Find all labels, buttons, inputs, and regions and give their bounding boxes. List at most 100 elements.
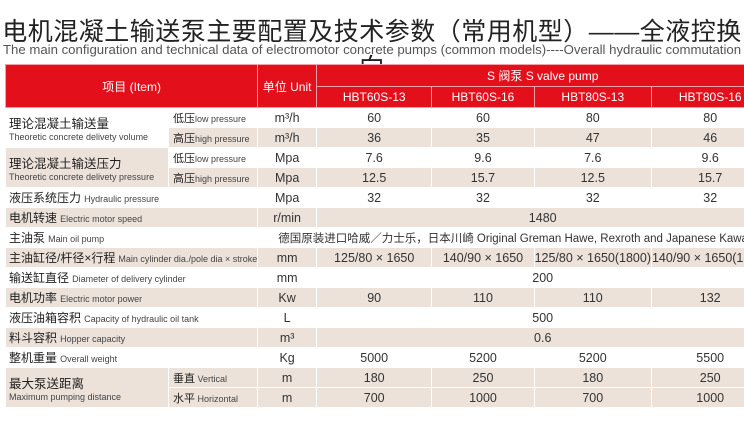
row-value: 180 <box>315 367 433 388</box>
sub-label-en: low pressure <box>195 113 247 124</box>
group-label-cn: 最大泵送距离 <box>9 377 85 391</box>
sub-label-cn: 高压 <box>173 132 196 145</box>
group-label-cn: 理论混凝土输送压力 <box>9 157 122 171</box>
row-label-cn: 液压系统压力 <box>9 191 82 205</box>
table-row: 高压high pressure Mpa 12.5 15.7 12.5 15.7 <box>6 167 744 188</box>
row-value: 9.6 <box>431 147 535 168</box>
row-value: 140/90 × 1650 <box>431 247 535 268</box>
row-value: 15.7 <box>431 167 535 188</box>
row-label-en: Capacity of hydraulic oil tank <box>84 314 199 324</box>
row-value: 110 <box>533 287 652 308</box>
row-label-en: Electric motor power <box>60 294 143 304</box>
table-row: 输送缸直径 Diameter of delivery cylinder mm 200 <box>4 267 744 288</box>
row-unit: L <box>257 307 317 328</box>
table-row: 高压high pressure m³/h 36 35 47 46 <box>6 127 744 148</box>
sub-label-cn: 高压 <box>173 172 196 185</box>
row-unit: r/min <box>257 207 317 228</box>
row-unit: mm <box>257 247 317 268</box>
row-value: 132 <box>650 287 744 308</box>
row-value: 35 <box>431 127 535 148</box>
group-label-en: Theoretic concrete delivety pressure <box>9 172 155 182</box>
sub-label-en: Vertical <box>195 373 228 384</box>
row-unit: Kw <box>257 287 317 308</box>
header-unit: 单位 Unit <box>257 64 317 108</box>
row-unit: m <box>257 367 317 388</box>
row-value: 250 <box>650 367 744 388</box>
row-label: 电机转速 Electric motor speed <box>4 207 259 228</box>
row-value: 700 <box>533 387 652 408</box>
sub-label-en: low pressure <box>195 153 247 164</box>
sub-label-cn: 低压 <box>173 112 196 125</box>
row-value-all-models: 200 <box>315 267 744 288</box>
header-model: HBT60S-16 <box>431 86 535 108</box>
row-value-all-models: 500 <box>315 307 744 328</box>
row-unit: mm <box>257 267 317 288</box>
row-label: 输送缸直径 Diameter of delivery cylinder <box>4 267 259 288</box>
row-value: 46 <box>650 127 744 148</box>
row-value: 110 <box>431 287 535 308</box>
row-label-en: Main cylinder dia./pole dia × stroke <box>118 254 258 264</box>
row-label-cn: 电机功率 <box>9 291 58 305</box>
row-unit: m <box>257 387 317 408</box>
row-value: 125/80 × 1650 <box>315 247 433 268</box>
row-value: 15.7 <box>650 167 744 188</box>
row-value: 60 <box>431 107 535 128</box>
row-value: 7.6 <box>533 147 652 168</box>
sub-label-en: Horizontal <box>195 393 239 404</box>
row-label: 主油泵 Main oil pump <box>4 227 259 248</box>
table-row: 主油缸径/杆径×行程 Main cylinder dia./pole dia ×… <box>4 247 744 268</box>
row-value: 5000 <box>315 347 433 368</box>
row-value: 1000 <box>650 387 744 408</box>
row-unit: Mpa <box>257 147 317 168</box>
row-label-en: Electric motor speed <box>60 214 143 224</box>
row-sub-label: 低压low pressure <box>168 107 259 128</box>
group-label-en: Theoretic concrete delivety volume <box>9 132 149 142</box>
table-row: 理论混凝土输送压力 Theoretic concrete delivety pre… <box>4 147 744 188</box>
table-row: 液压系统压力 Hydraulic pressure Mpa 32 32 32 32 <box>4 187 744 208</box>
row-value: 32 <box>315 187 433 208</box>
page-subtitle: The main configuration and technical dat… <box>2 42 742 57</box>
sub-label-en: high pressure <box>195 173 250 184</box>
row-value: 140/90 × 1650(1800) <box>650 247 744 268</box>
row-label-cn: 主油泵 <box>9 231 46 245</box>
table-row: 理论混凝土输送量 Theoretic concrete delivety volu… <box>4 107 744 148</box>
table-row: 主油泵 Main oil pump 德国原装进口哈威／力士乐，日本川崎 Origi… <box>4 227 744 248</box>
row-wide-value: 德国原装进口哈威／力士乐，日本川崎 Original Greman Hawe, … <box>257 227 744 248</box>
row-label-cn: 液压油箱容积 <box>9 311 82 325</box>
row-sub-label: 高压high pressure <box>168 167 259 188</box>
row-value: 5200 <box>533 347 652 368</box>
table-row: 最大泵送距离 Maximum pumping distance 垂直 Vertica… <box>4 367 744 408</box>
row-label-cn: 主油缸径/杆径×行程 <box>9 251 116 265</box>
row-value: 32 <box>431 187 535 208</box>
row-label: 整机重量 Overall weight <box>4 347 259 368</box>
row-unit: m³ <box>257 327 317 348</box>
row-value: 9.6 <box>650 147 744 168</box>
row-value: 5500 <box>650 347 744 368</box>
row-value: 1000 <box>431 387 535 408</box>
row-sub-label: 垂直 Vertical <box>168 367 259 388</box>
header-model: HBT80S-13 <box>533 86 652 108</box>
row-value: 7.6 <box>315 147 433 168</box>
sub-label-cn: 低压 <box>173 152 196 165</box>
row-label-en: Overall weight <box>60 354 118 364</box>
row-group-label: 理论混凝土输送压力 Theoretic concrete delivety pre… <box>4 147 170 188</box>
row-value: 125/80 × 1650(1800) <box>533 247 652 268</box>
row-value: 32 <box>533 187 652 208</box>
table-row: 整机重量 Overall weight Kg 5000 5200 5200 5500 <box>4 347 744 368</box>
row-value: 12.5 <box>315 167 433 188</box>
row-value: 60 <box>315 107 433 128</box>
row-label-cn: 料斗容积 <box>9 331 58 345</box>
table-row: 电机功率 Electric motor power Kw 90 110 110 132 <box>4 287 744 308</box>
row-label-en: Hopper capacity <box>60 334 126 344</box>
row-label: 液压油箱容积 Capacity of hydraulic oil tank <box>4 307 259 328</box>
row-label-cn: 输送缸直径 <box>9 271 70 285</box>
row-label: 电机功率 Electric motor power <box>4 287 259 308</box>
table-row: 料斗容积 Hopper capacity m³ 0.6 <box>4 327 744 348</box>
row-value: 80 <box>650 107 744 128</box>
group-label-cn: 理论混凝土输送量 <box>9 117 110 131</box>
table-row: 电机转速 Electric motor speed r/min 1480 <box>4 207 744 228</box>
group-label-en: Maximum pumping distance <box>9 392 122 402</box>
row-label: 液压系统压力 Hydraulic pressure <box>4 187 259 208</box>
row-group-label: 理论混凝土输送量 Theoretic concrete delivety volu… <box>4 107 170 148</box>
header-model: HBT60S-13 <box>315 86 433 108</box>
